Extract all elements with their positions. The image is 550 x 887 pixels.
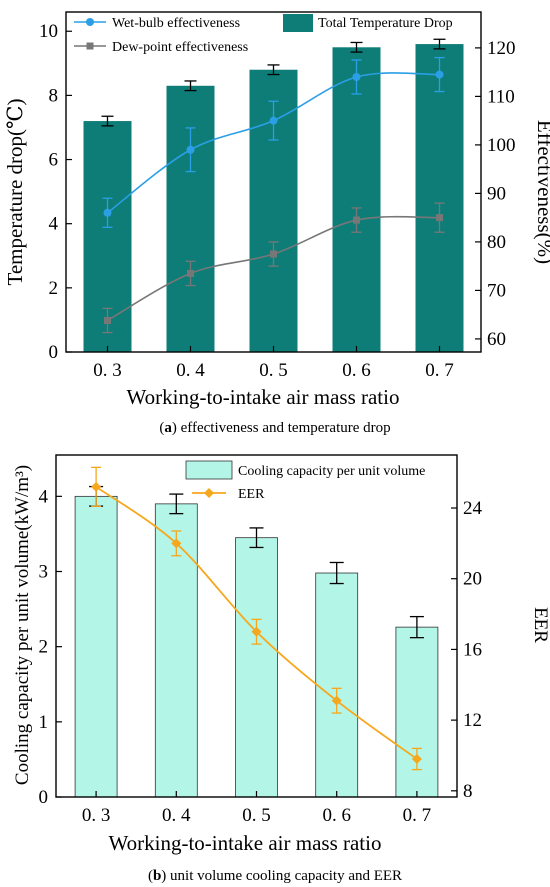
legend-dew-label: Dew-point effectiveness	[112, 40, 248, 55]
y2-tick-label: 8	[463, 781, 473, 802]
x-tick-label: 0. 6	[322, 805, 351, 826]
x-tick-label: 0. 7	[403, 805, 432, 826]
wet-bulb-point	[186, 145, 195, 154]
wet-bulb-point	[435, 70, 444, 79]
wet-bulb-point	[103, 208, 112, 217]
x-tick-label: 0. 6	[342, 360, 371, 381]
chart-a-xlabel: Working-to-intake air mass ratio	[127, 385, 400, 409]
chart-b-ylabel: Cooling capacity per unit volume(kW/m³)	[12, 465, 33, 785]
y-tick-label: 8	[49, 85, 59, 106]
y2-tick-label: 20	[463, 569, 482, 590]
y2-tick-label: 80	[487, 232, 506, 253]
chart-b-caption: (b) unit volume cooling capacity and EER	[148, 868, 402, 884]
x-tick-label: 0. 3	[82, 805, 111, 826]
y2-tick-label: 110	[487, 86, 515, 107]
y2-tick-label: 70	[487, 280, 506, 301]
y-tick-label: 10	[39, 21, 58, 42]
y2-tick-label: 16	[463, 639, 482, 660]
temp-drop-bar	[332, 47, 381, 352]
eer-point	[331, 695, 342, 706]
y2-tick-label: 12	[463, 710, 482, 731]
chart-a-ylabel: Temperature drop(℃)	[3, 98, 27, 285]
temp-drop-bar	[415, 44, 464, 352]
cooling-capacity-bar	[235, 537, 278, 798]
eer-point	[91, 481, 102, 492]
dew-point-point	[104, 316, 111, 324]
y2-tick-label: 100	[487, 135, 516, 156]
dew-point-point	[436, 214, 443, 222]
cooling-capacity-bar	[74, 495, 118, 798]
y-tick-label: 4	[49, 214, 59, 235]
legend-wet-marker	[86, 18, 94, 26]
dew-point-point	[270, 250, 277, 258]
y-tick-label: 2	[49, 278, 59, 299]
x-tick-label: 0. 3	[93, 360, 122, 381]
x-tick-label: 0. 4	[176, 360, 205, 381]
legend-bar-swatch	[185, 460, 233, 480]
chart-a-y2label: Effectiveness(%)	[533, 120, 550, 264]
legend-wet-label: Wet-bulb effectiveness	[112, 16, 240, 31]
x-tick-label: 0. 7	[425, 360, 454, 381]
y-tick-label: 1	[39, 712, 49, 733]
legend-bar-swatch	[283, 14, 313, 32]
cooling-capacity-bar	[315, 572, 359, 798]
dew-point-point	[353, 216, 360, 224]
y-tick-label: 3	[39, 562, 49, 583]
y-tick-label: 2	[39, 637, 49, 658]
y-tick-label: 4	[39, 486, 49, 507]
dew-point-point	[187, 269, 194, 277]
eer-point	[171, 538, 182, 549]
temp-drop-bar	[166, 85, 215, 352]
cooling-capacity-bar	[395, 626, 439, 798]
chart-b-xlabel: Working-to-intake air mass ratio	[109, 831, 382, 855]
y-tick-label: 0	[49, 342, 59, 363]
legend-eer-label: EER	[238, 487, 265, 502]
legend-eer-marker	[204, 488, 214, 498]
chart-a: 0 2 4 6 8 10 60 70 80 90 100 110 120 0. 3 0. 4 0. 5 0. 6…	[39, 11, 516, 381]
eer-point	[251, 626, 262, 637]
x-tick-label: 0. 4	[162, 805, 191, 826]
y2-tick-label: 90	[487, 183, 506, 204]
wet-bulb-point	[269, 116, 278, 125]
y2-tick-label: 24	[463, 498, 483, 519]
x-tick-label: 0. 5	[259, 360, 288, 381]
x-tick-label: 0. 5	[242, 805, 271, 826]
wet-bulb-point	[352, 72, 361, 81]
y2-tick-label: 120	[487, 38, 516, 59]
y-tick-label: 6	[49, 150, 59, 171]
y2-tick-label: 60	[487, 329, 506, 350]
chart-b-y2label: EER	[530, 607, 550, 643]
legend-bar-label: Total Temperature Drop	[318, 16, 453, 31]
eer-point	[411, 754, 422, 764]
chart-a-caption: (a) effectiveness and temperature drop	[159, 420, 390, 436]
legend-dew-marker	[86, 42, 94, 50]
legend-bar-label: Cooling capacity per unit volume	[238, 464, 425, 479]
y-tick-label: 0	[39, 787, 49, 808]
